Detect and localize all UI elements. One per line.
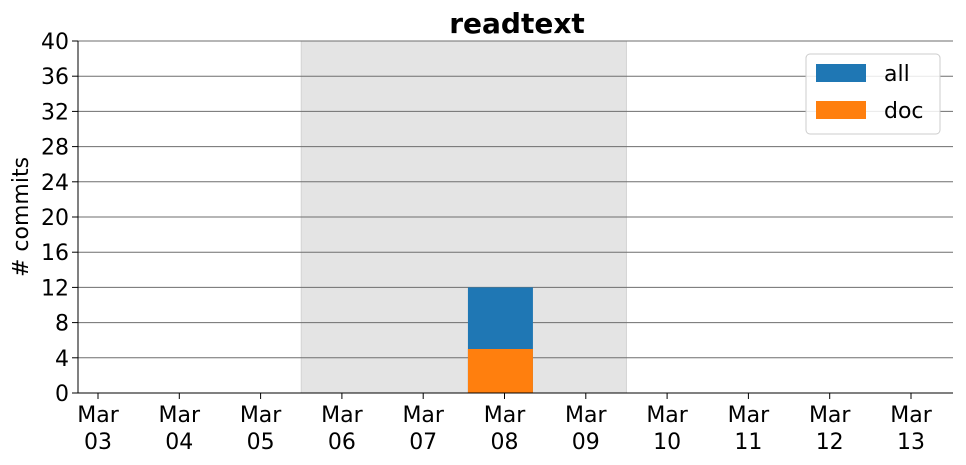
y-tick-label: 0	[55, 382, 69, 407]
y-tick-label: 32	[41, 100, 69, 125]
x-tick-label: 09	[572, 430, 600, 455]
x-tick-label: Mar	[240, 403, 282, 428]
y-tick-label: 8	[55, 312, 69, 337]
y-tick-label: 4	[55, 347, 69, 372]
y-axis-label: # commits	[9, 157, 34, 277]
plot-area: 0481216202428323640Mar03Mar04Mar05Mar06M…	[41, 30, 953, 455]
x-tick-label: 10	[653, 430, 681, 455]
legend-label-all: all	[884, 62, 910, 87]
x-tick-label: Mar	[159, 403, 201, 428]
x-tick-label: Mar	[402, 403, 444, 428]
y-tick-label: 12	[41, 276, 69, 301]
x-tick-label: Mar	[565, 403, 607, 428]
x-tick-label: 07	[409, 430, 437, 455]
y-tick-label: 24	[41, 171, 69, 196]
x-tick-label: 11	[734, 430, 762, 455]
x-tick-label: Mar	[728, 403, 770, 428]
x-tick-label: Mar	[77, 403, 119, 428]
x-tick-label: 04	[165, 430, 193, 455]
x-tick-label: 13	[897, 430, 925, 455]
x-tick-label: Mar	[321, 403, 363, 428]
y-tick-label: 16	[41, 241, 69, 266]
bar-doc	[467, 349, 533, 393]
legend-label-doc: doc	[884, 99, 924, 124]
legend-swatch-doc	[816, 101, 866, 119]
legend: all doc	[805, 53, 941, 135]
y-tick-label: 36	[41, 65, 69, 90]
x-tick-label: Mar	[646, 403, 688, 428]
x-tick-label: 05	[247, 430, 275, 455]
y-tick-label: 28	[41, 136, 69, 161]
x-tick-label: 08	[491, 430, 519, 455]
x-tick-label: 03	[84, 430, 112, 455]
y-tick-label: 20	[41, 206, 69, 231]
legend-swatch-all	[816, 64, 866, 82]
x-tick-label: 06	[328, 430, 356, 455]
y-tick-label: 40	[41, 30, 69, 55]
chart-title: readtext	[449, 7, 585, 40]
x-tick-label: Mar	[890, 403, 932, 428]
x-tick-label: 12	[816, 430, 844, 455]
x-tick-label: Mar	[484, 403, 526, 428]
x-tick-label: Mar	[809, 403, 851, 428]
